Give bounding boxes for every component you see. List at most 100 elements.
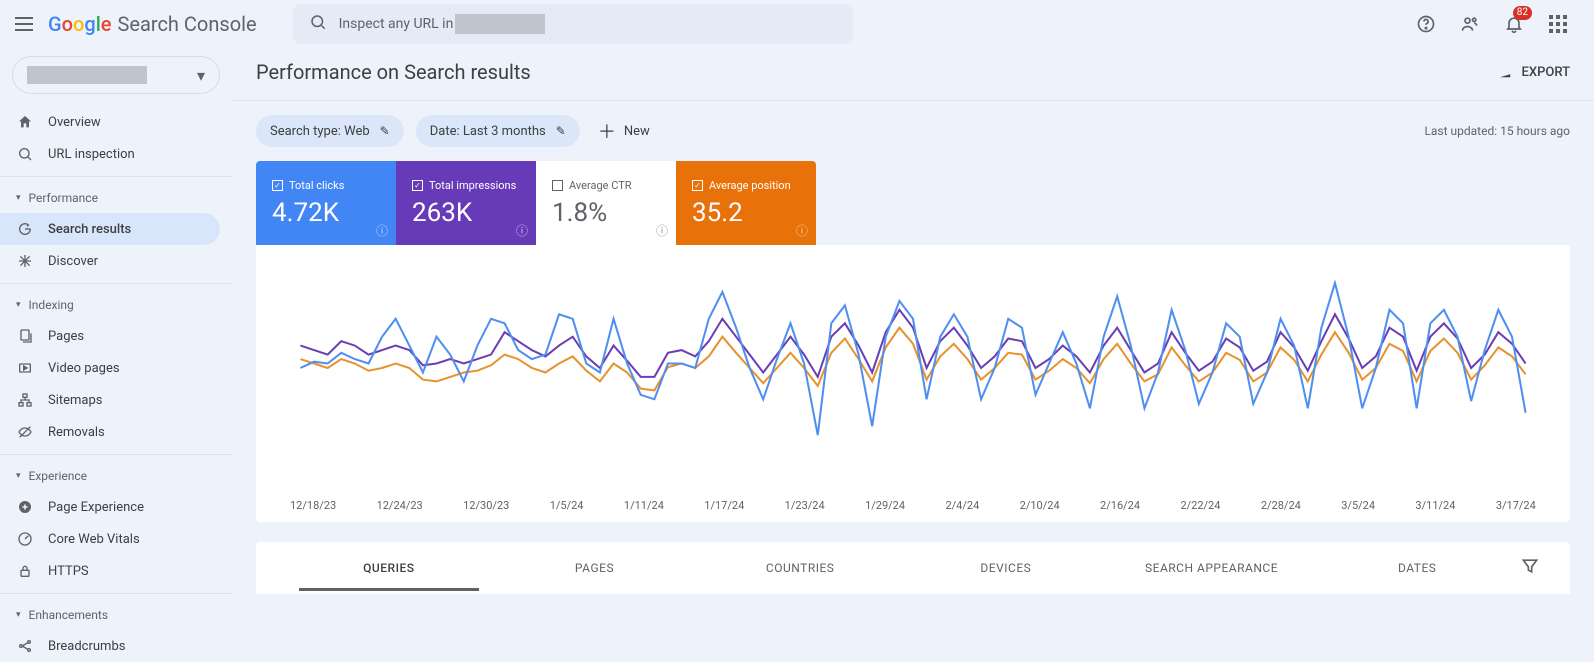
top-bar: Google Search Console Inspect any URL in…	[0, 0, 1594, 48]
sidebar-item-label: Video pages	[48, 361, 120, 376]
performance-chart	[280, 263, 1546, 463]
filter-row: Search type: Web ✎ Date: Last 3 months ✎…	[232, 101, 1594, 161]
sidebar-item-core-web-vitals[interactable]: Core Web Vitals	[0, 523, 220, 555]
sidebar-item-removals[interactable]: Removals	[0, 416, 220, 448]
search-icon	[309, 13, 327, 35]
x-tick-label: 1/23/24	[785, 499, 825, 512]
sidebar-item-url-inspection[interactable]: URL inspection	[0, 138, 220, 170]
x-tick-label: 1/29/24	[865, 499, 905, 512]
info-icon: ⓘ	[376, 222, 388, 239]
x-tick-label: 1/11/24	[624, 499, 664, 512]
info-icon: ⓘ	[516, 222, 528, 239]
main-content: Performance on Search results EXPORT Sea…	[232, 48, 1594, 662]
data-table-card: QUERIESPAGESCOUNTRIESDEVICESSEARCH APPEA…	[256, 542, 1570, 594]
chip-date-range[interactable]: Date: Last 3 months ✎	[416, 115, 580, 147]
video-icon	[16, 359, 34, 377]
export-button[interactable]: EXPORT	[1496, 63, 1570, 81]
tab-countries[interactable]: COUNTRIES	[697, 561, 903, 575]
x-tick-label: 1/17/24	[704, 499, 744, 512]
sitemap-icon	[16, 391, 34, 409]
sidebar-section-indexing[interactable]: Indexing	[0, 290, 232, 320]
sidebar-item-label: Pages	[48, 329, 84, 344]
sidebar-item-label: Page Experience	[48, 500, 144, 515]
x-tick-label: 12/24/23	[377, 499, 423, 512]
add-filter-button[interactable]: ＋ New	[592, 118, 656, 144]
tab-search-appearance[interactable]: SEARCH APPEARANCE	[1109, 561, 1315, 575]
tab-queries[interactable]: QUERIES	[286, 561, 492, 575]
sidebar-section-experience[interactable]: Experience	[0, 461, 232, 491]
sidebar-item-label: HTTPS	[48, 564, 89, 579]
x-tick-label: 3/11/24	[1415, 499, 1455, 512]
sidebar-item-breadcrumbs[interactable]: Breadcrumbs	[0, 630, 220, 662]
plus-circle-icon	[16, 498, 34, 516]
pages-icon	[16, 327, 34, 345]
metric-average-position[interactable]: ✓Average position 35.2 ⓘ	[676, 161, 816, 245]
sidebar-item-overview[interactable]: Overview	[0, 106, 220, 138]
sidebar-item-label: Breadcrumbs	[48, 639, 125, 654]
sidebar-item-label: Search results	[48, 222, 131, 237]
notifications-badge: 82	[1513, 6, 1532, 20]
asterisk-icon	[16, 252, 34, 270]
metric-average-ctr[interactable]: Average CTR 1.8% ⓘ	[536, 161, 676, 245]
sidebar-item-label: URL inspection	[48, 147, 135, 162]
menu-icon[interactable]	[12, 12, 36, 36]
chart-x-axis: 12/18/23 12/24/23 12/30/23 1/5/24 1/11/24 1/1…	[280, 493, 1546, 512]
sidebar-section-enhancements[interactable]: Enhancements	[0, 600, 232, 630]
app-logo[interactable]: Google Search Console	[48, 12, 257, 36]
x-tick-label: 12/30/23	[463, 499, 509, 512]
sidebar-item-video-pages[interactable]: Video pages	[0, 352, 220, 384]
sidebar-item-pages[interactable]: Pages	[0, 320, 220, 352]
google-logo: Google	[48, 12, 112, 36]
people-icon[interactable]	[1458, 12, 1482, 36]
metric-cards: ✓Total clicks 4.72K ⓘ ✓Total impressions…	[232, 161, 1594, 245]
search-icon	[16, 145, 34, 163]
help-icon[interactable]	[1414, 12, 1438, 36]
chevron-down-icon: ▾	[197, 66, 205, 85]
filter-icon[interactable]	[1520, 556, 1540, 580]
x-tick-label: 2/16/24	[1100, 499, 1140, 512]
metric-total-impressions[interactable]: ✓Total impressions 263K ⓘ	[396, 161, 536, 245]
x-tick-label: 12/18/23	[290, 499, 336, 512]
sidebar: ▾ Overview URL inspection Performance Se…	[0, 48, 232, 662]
metric-total-clicks[interactable]: ✓Total clicks 4.72K ⓘ	[256, 161, 396, 245]
home-icon	[16, 113, 34, 131]
sidebar-section-performance[interactable]: Performance	[0, 183, 232, 213]
x-tick-label: 3/17/24	[1496, 499, 1536, 512]
tab-devices[interactable]: DEVICES	[903, 561, 1109, 575]
apps-icon[interactable]	[1546, 12, 1570, 36]
app-name: Search Console	[118, 12, 257, 36]
last-updated: Last updated: 15 hours ago	[1424, 124, 1570, 138]
breadcrumbs-icon	[16, 637, 34, 655]
chart-card: 12/18/23 12/24/23 12/30/23 1/5/24 1/11/24 1/1…	[256, 245, 1570, 522]
chip-search-type[interactable]: Search type: Web ✎	[256, 115, 404, 147]
pencil-icon: ✎	[380, 124, 390, 138]
property-selector[interactable]: ▾	[12, 56, 220, 94]
x-tick-label: 2/22/24	[1180, 499, 1220, 512]
tabs: QUERIESPAGESCOUNTRIESDEVICESSEARCH APPEA…	[256, 542, 1570, 594]
sidebar-item-page-experience[interactable]: Page Experience	[0, 491, 220, 523]
eye-off-icon	[16, 423, 34, 441]
x-tick-label: 2/28/24	[1261, 499, 1301, 512]
sidebar-item-search-results[interactable]: Search results	[0, 213, 220, 245]
x-tick-label: 2/4/24	[945, 499, 979, 512]
sidebar-item-label: Core Web Vitals	[48, 532, 140, 547]
url-inspect-search[interactable]: Inspect any URL in	[293, 4, 853, 44]
property-redacted	[27, 66, 147, 84]
search-redacted	[455, 14, 545, 34]
info-icon: ⓘ	[796, 222, 808, 239]
sidebar-item-label: Sitemaps	[48, 393, 103, 408]
gauge-icon	[16, 530, 34, 548]
pencil-icon: ✎	[556, 124, 566, 138]
sidebar-item-sitemaps[interactable]: Sitemaps	[0, 384, 220, 416]
lock-icon	[16, 562, 34, 580]
sidebar-item-label: Overview	[48, 115, 101, 130]
tab-dates[interactable]: DATES	[1314, 561, 1520, 575]
x-tick-label: 1/5/24	[550, 499, 584, 512]
sidebar-item-discover[interactable]: Discover	[0, 245, 220, 277]
tab-pages[interactable]: PAGES	[492, 561, 698, 575]
sidebar-item-label: Removals	[48, 425, 105, 440]
google-g-icon	[16, 220, 34, 238]
sidebar-item-https[interactable]: HTTPS	[0, 555, 220, 587]
notifications-icon[interactable]: 82	[1502, 12, 1526, 36]
search-prefix: Inspect any URL in	[339, 16, 454, 32]
